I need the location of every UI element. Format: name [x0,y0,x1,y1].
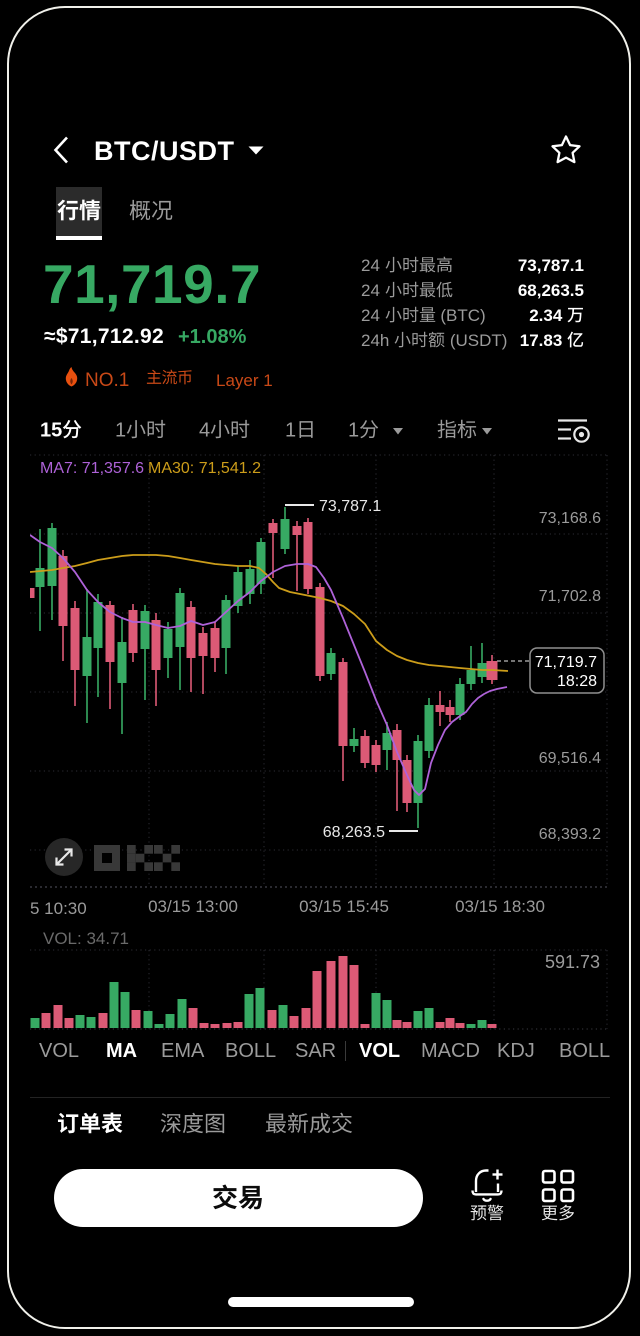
svg-text:18:28: 18:28 [557,673,597,690]
svg-text:73,787.1: 73,787.1 [319,498,381,515]
svg-text:68,263.5: 68,263.5 [323,824,385,841]
svg-text:71,719.7: 71,719.7 [535,654,597,671]
svg-text:68,393.2: 68,393.2 [539,826,601,843]
svg-text:69,516.4: 69,516.4 [539,750,601,767]
svg-text:71,702.8: 71,702.8 [539,588,601,605]
svg-text:73,168.6: 73,168.6 [539,510,601,527]
